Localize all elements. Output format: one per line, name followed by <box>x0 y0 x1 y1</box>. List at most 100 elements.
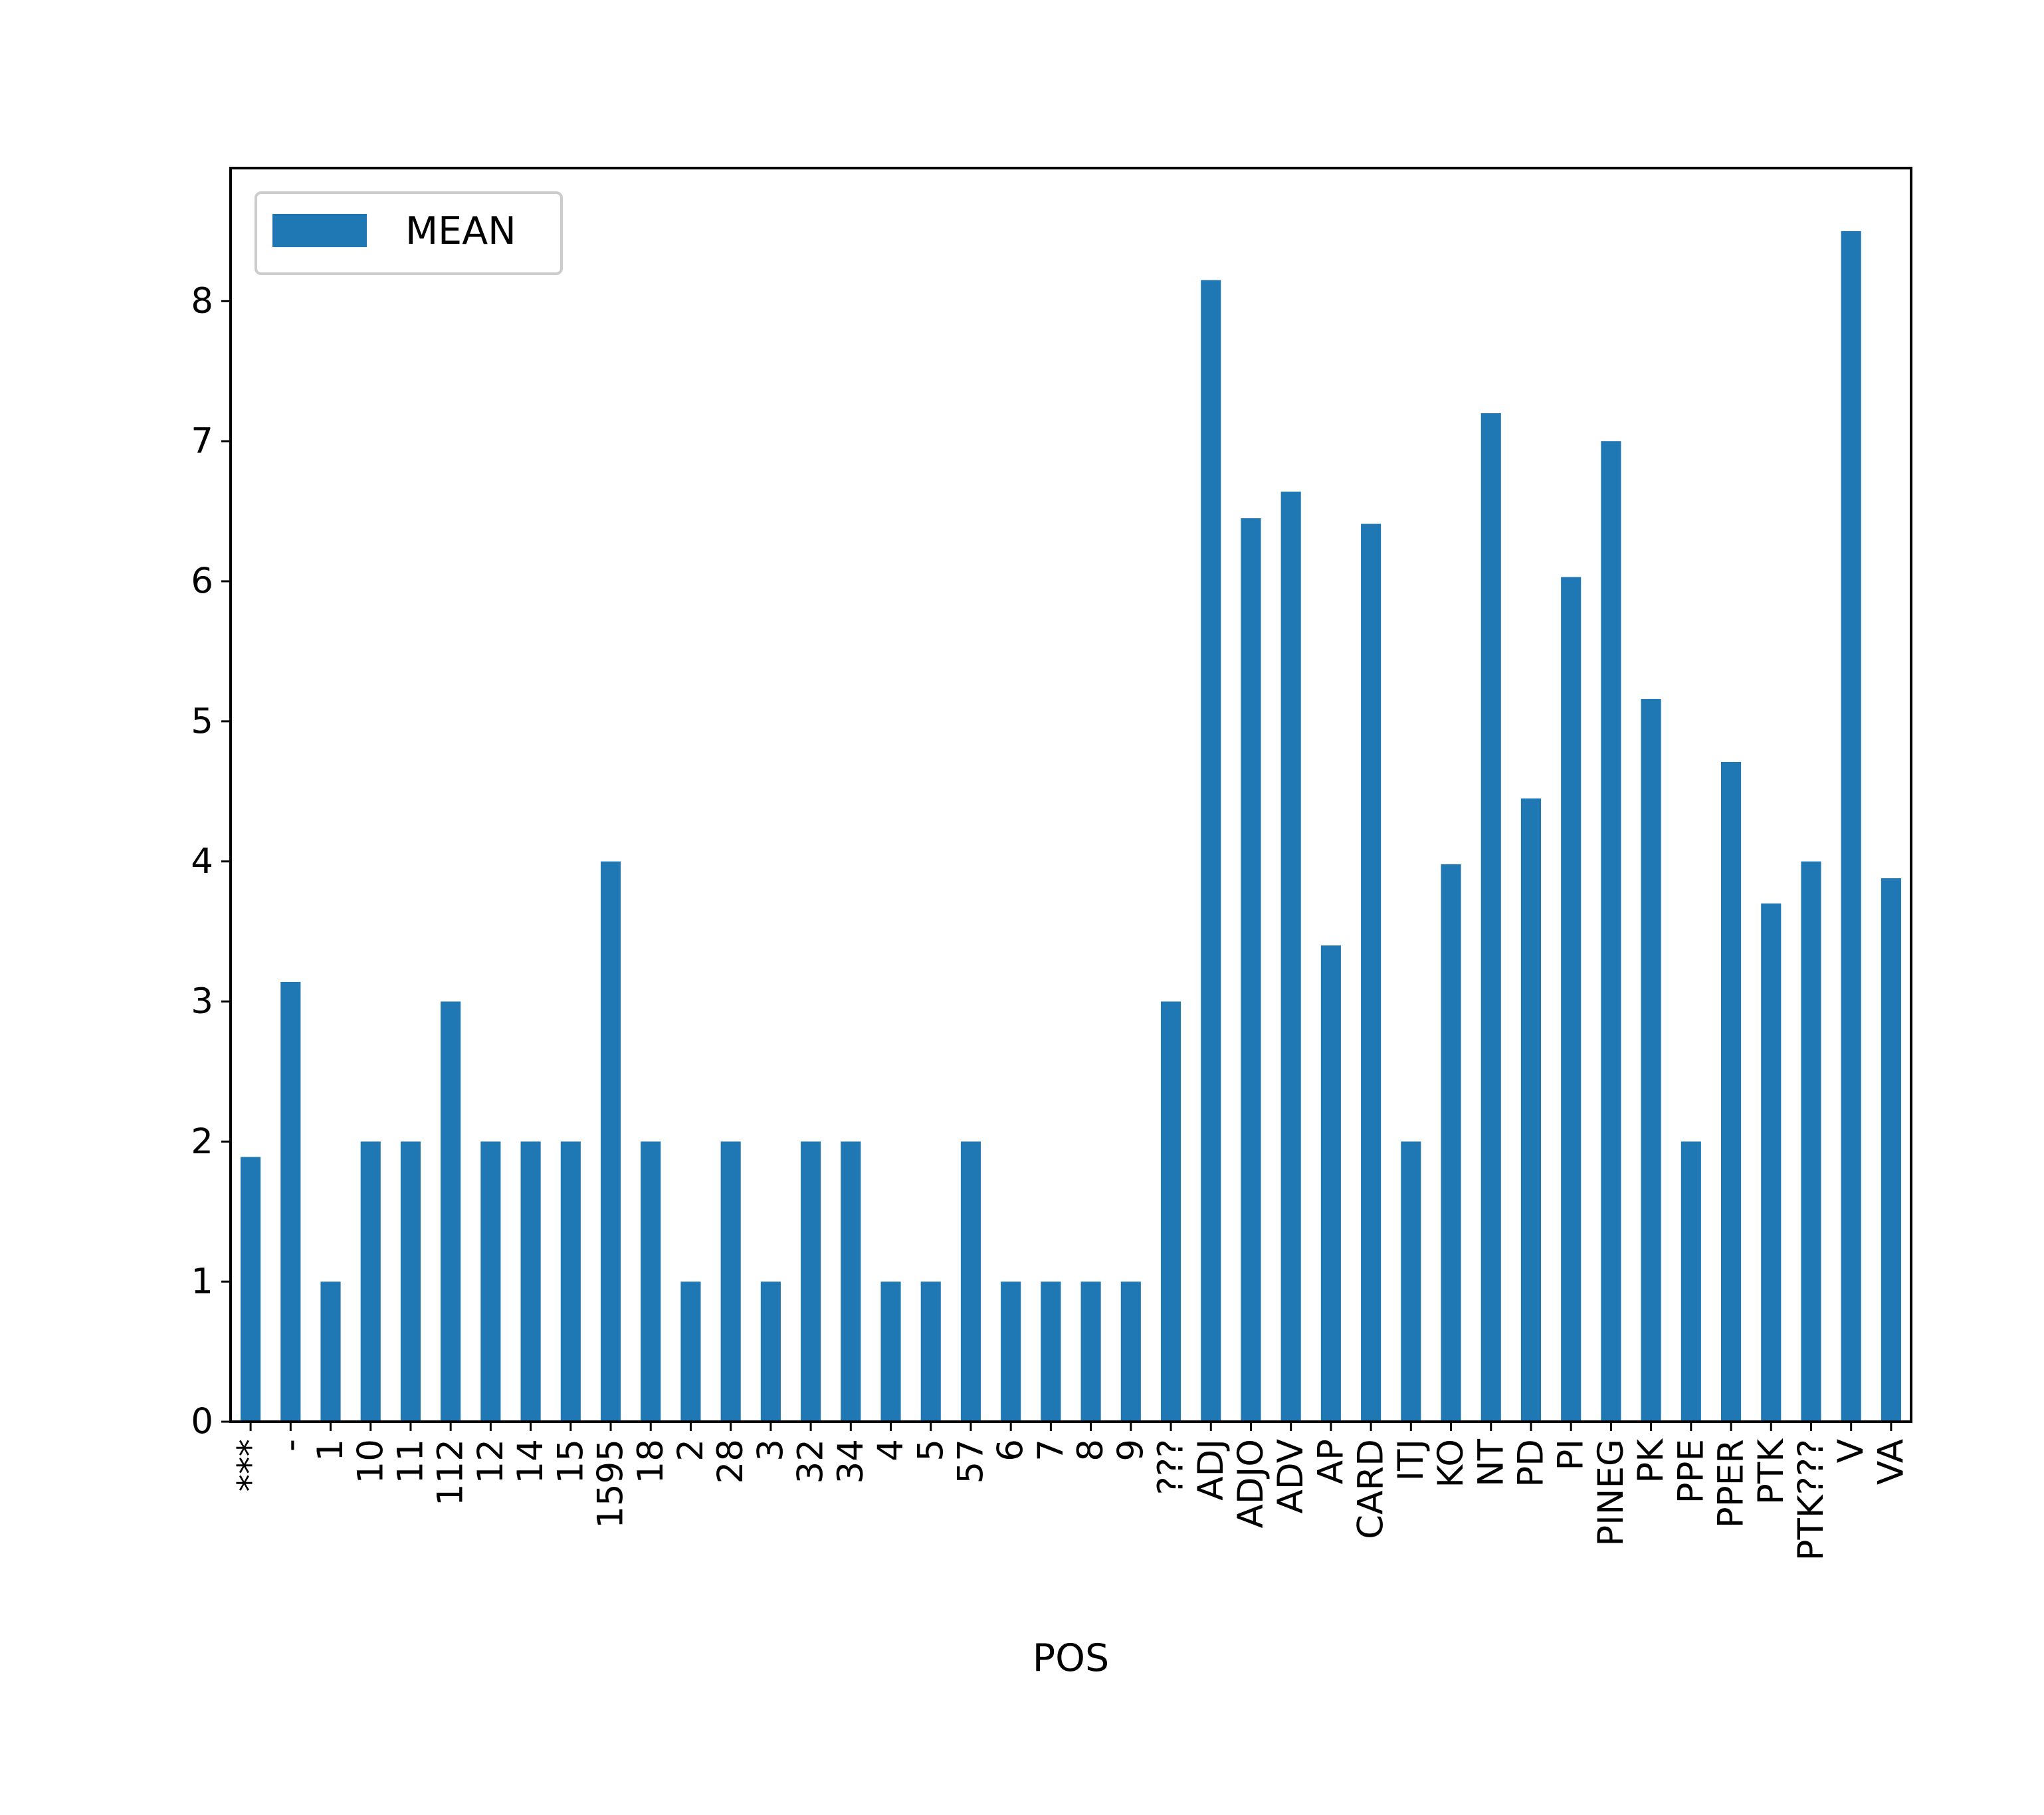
x-tick-label: 2 <box>670 1439 711 1462</box>
x-tick-label: 32 <box>791 1439 831 1483</box>
x-tick-label: 34 <box>831 1439 871 1483</box>
bar-3 <box>760 1282 781 1422</box>
bar-VA <box>1881 878 1901 1422</box>
bar-PD <box>1520 798 1542 1422</box>
bar-8 <box>1080 1282 1101 1422</box>
x-tick-label: 112 <box>431 1439 471 1506</box>
bar-KO <box>1441 864 1461 1422</box>
x-axis-label: POS <box>1033 1636 1109 1680</box>
bar-2 <box>680 1282 701 1422</box>
x-tick-label: ADJ <box>1191 1439 1231 1501</box>
y-tick-label: 4 <box>191 841 213 882</box>
bar-6 <box>1001 1282 1021 1422</box>
bar-ADJO <box>1241 518 1261 1422</box>
bar-*** <box>241 1157 261 1422</box>
bar-34 <box>841 1141 861 1422</box>
x-tick-label: 14 <box>510 1439 551 1483</box>
x-tick-label: VA <box>1871 1439 1911 1485</box>
x-tick-label: PPER <box>1711 1439 1752 1528</box>
bar-4 <box>880 1282 901 1422</box>
legend: MEAN <box>255 191 563 275</box>
bar-PPE <box>1681 1141 1701 1422</box>
x-tick-label: PD <box>1510 1439 1551 1487</box>
x-tick-label: 11 <box>390 1439 431 1483</box>
bar-32 <box>801 1141 821 1422</box>
y-tick-label: 0 <box>191 1402 213 1442</box>
x-tick-label: 15 <box>550 1439 591 1483</box>
bar-15 <box>560 1141 581 1422</box>
plot-frame <box>229 167 1912 1423</box>
x-tick-label: AP <box>1310 1439 1351 1484</box>
y-tick-label: 2 <box>191 1121 213 1162</box>
bar-PTK <box>1761 903 1782 1422</box>
bar-7 <box>1041 1282 1061 1422</box>
x-tick-label: ADV <box>1271 1439 1311 1513</box>
y-tick-label: 7 <box>191 421 213 462</box>
bar-CARD <box>1361 524 1381 1422</box>
bar-1595 <box>600 861 621 1422</box>
bar-ADJ <box>1201 280 1221 1422</box>
bar-5 <box>920 1282 941 1422</box>
bar-PK <box>1641 699 1661 1422</box>
x-tick-label: 8 <box>1071 1439 1111 1462</box>
x-tick-label: KO <box>1431 1439 1471 1488</box>
x-tick-label: 7 <box>1031 1439 1071 1462</box>
bar-ITJ <box>1401 1141 1421 1422</box>
bar-18 <box>641 1141 661 1422</box>
x-tick-label: PTK??? <box>1791 1439 1831 1561</box>
bar-V <box>1841 231 1861 1422</box>
x-tick-label: PPE <box>1671 1439 1711 1503</box>
x-tick-label: 12 <box>470 1439 511 1483</box>
x-tick-label: 4 <box>870 1439 911 1462</box>
x-tick-label: PK <box>1631 1438 1671 1483</box>
bar-1 <box>320 1282 341 1422</box>
bar-112 <box>441 1001 461 1422</box>
bar-14 <box>520 1141 541 1422</box>
x-tick-label: 57 <box>950 1439 991 1483</box>
x-tick-label: 18 <box>631 1439 671 1483</box>
bar-- <box>280 981 301 1422</box>
bar-10 <box>360 1141 381 1422</box>
x-tick-label: PINEG <box>1591 1439 1631 1547</box>
bar-ADV <box>1280 492 1301 1422</box>
y-tick-label: 5 <box>191 701 213 741</box>
x-tick-label: NT <box>1471 1438 1511 1487</box>
bar-12 <box>480 1141 501 1422</box>
x-axis-ticks: *** -1 10 11 112 12 14 15 1595 18 2 28 3 32 34 4 5 57 6 7 8 9… <box>231 1422 1911 1561</box>
bar-57 <box>960 1141 981 1422</box>
x-tick-label: 1 <box>310 1439 351 1462</box>
bar-NT <box>1481 413 1501 1422</box>
x-tick-label: 5 <box>910 1439 951 1462</box>
x-tick-label: 1595 <box>591 1439 631 1529</box>
legend-label: MEAN <box>405 209 516 253</box>
x-tick-label: PI <box>1551 1439 1591 1471</box>
x-tick-label: *** <box>231 1439 271 1492</box>
bars-group <box>241 231 1901 1422</box>
bar-11 <box>400 1141 421 1422</box>
bar-PINEG <box>1601 441 1621 1422</box>
y-tick-label: 1 <box>191 1262 213 1302</box>
x-tick-label: PTK <box>1751 1438 1791 1505</box>
x-tick-label: V <box>1831 1439 1871 1463</box>
x-tick-label: - <box>270 1439 311 1452</box>
bar-PTK??? <box>1801 861 1821 1422</box>
x-tick-label: 3 <box>750 1439 791 1462</box>
x-tick-label: ADJO <box>1231 1439 1271 1528</box>
x-tick-label: CARD <box>1351 1439 1391 1539</box>
x-tick-label: ??? <box>1151 1439 1191 1495</box>
x-tick-label: ITJ <box>1391 1439 1431 1481</box>
bar-9 <box>1120 1282 1141 1422</box>
bar-PI <box>1561 577 1582 1422</box>
x-tick-label: 10 <box>350 1439 391 1483</box>
legend-box <box>255 191 563 275</box>
y-tick-label: 8 <box>191 281 213 322</box>
y-tick-label: 6 <box>191 561 213 601</box>
bar-??? <box>1160 1001 1181 1422</box>
bar-28 <box>720 1141 741 1422</box>
y-tick-label: 3 <box>191 981 213 1022</box>
bar-AP <box>1320 945 1341 1422</box>
x-tick-label: 6 <box>991 1439 1031 1462</box>
x-tick-label: 28 <box>710 1439 751 1483</box>
